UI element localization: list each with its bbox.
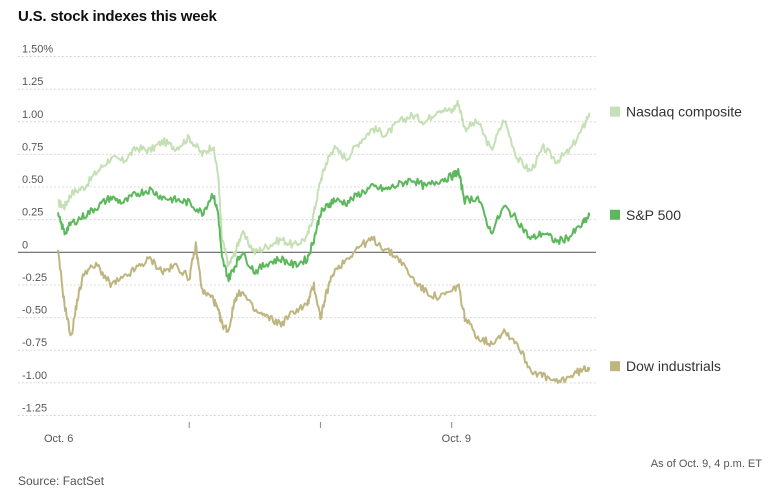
y-tick-label: 0.25 — [22, 207, 43, 219]
source-note: Source: FactSet — [18, 474, 105, 488]
y-tick-label: 1.00 — [22, 109, 43, 121]
y-axis-ticks: 1.50% 1.25 1.00 0.75 0.50 0.25 0 -0.25 -0.50 -0.7… — [22, 44, 53, 415]
y-tick-label: -0.25 — [22, 272, 47, 284]
y-tick-label: 1.50% — [22, 44, 53, 56]
legend-item: Nasdaq composite — [610, 104, 742, 120]
legend-label: Dow industrials — [626, 358, 721, 374]
grid-lines — [18, 56, 596, 416]
x-tick-label: Oct. 9 — [442, 433, 471, 445]
legend-label: S&P 500 — [626, 207, 681, 223]
as-of-note: As of Oct. 9, 4 p.m. ET — [650, 458, 762, 470]
legend-swatch — [610, 361, 620, 372]
legend-item: S&P 500 — [610, 207, 681, 223]
legend-item: Dow industrials — [610, 358, 721, 374]
legend-label: Nasdaq composite — [626, 104, 742, 120]
y-tick-label: -0.75 — [22, 337, 47, 349]
series-lines — [57, 99, 591, 384]
y-tick-label: 1.25 — [22, 76, 43, 88]
day-dividers — [188, 422, 453, 428]
x-axis-ticks: Oct. 6 Oct. 9 — [44, 433, 471, 445]
y-tick-label: 0.50 — [22, 174, 43, 186]
y-tick-label: -1.00 — [22, 370, 47, 382]
series-line-nasdaq-composite — [57, 99, 591, 268]
legend-swatch — [610, 106, 620, 117]
legend-swatch — [610, 209, 620, 220]
series-line-dow-industrials — [57, 235, 591, 384]
x-tick-label: Oct. 6 — [44, 433, 73, 445]
y-tick-label: -0.50 — [22, 305, 47, 317]
y-tick-label: 0.75 — [22, 141, 43, 153]
chart-title: U.S. stock indexes this week — [18, 8, 217, 25]
y-tick-label: 0 — [22, 239, 28, 251]
legend: Nasdaq composite S&P 500 Dow industrials — [610, 104, 742, 374]
y-tick-label: -1.25 — [22, 402, 47, 414]
series-line-s-p-500 — [57, 167, 591, 283]
